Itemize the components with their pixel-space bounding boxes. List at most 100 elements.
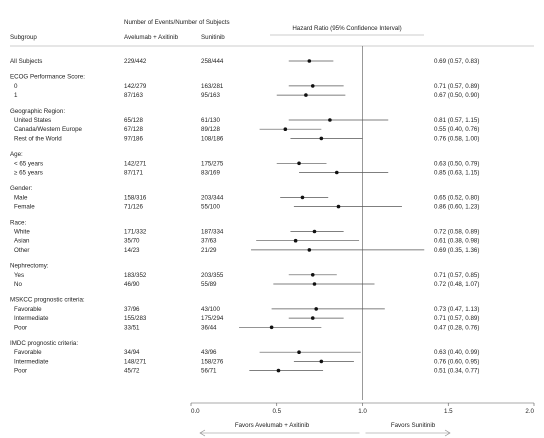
forest-row: Other 14/23 21/29 0.69 (0.35, 1.36) bbox=[14, 247, 479, 254]
x-axis: 0.0 0.5 1.0 1.5 2.0 bbox=[190, 402, 535, 437]
row-label: 0 bbox=[14, 83, 18, 90]
hr-point bbox=[336, 204, 341, 209]
forest-row: Intermediate 148/271 158/276 0.76 (0.60, 0.… bbox=[14, 358, 479, 365]
hr-point bbox=[310, 273, 315, 277]
arm1-count: 67/128 bbox=[124, 126, 143, 133]
ci-text: 0.51 (0.34, 0.77) bbox=[434, 368, 479, 375]
arm1-count: 171/332 bbox=[124, 229, 147, 236]
events-header: Number of Events/Number of Subjects bbox=[124, 19, 230, 26]
hr-point bbox=[328, 118, 332, 122]
ci-text: 0.47 (0.28, 0.76) bbox=[434, 324, 479, 331]
arm1-count: 183/352 bbox=[124, 272, 147, 279]
arm2-count: 55/100 bbox=[201, 204, 220, 211]
forest-row: All Subjects 229/442 258/444 0.69 (0.57, 0.… bbox=[10, 58, 479, 65]
row-label: ≥ 65 years bbox=[14, 170, 43, 177]
ci-text: 0.63 (0.40, 0.99) bbox=[434, 349, 479, 356]
arm1-count: 142/279 bbox=[124, 83, 147, 90]
forest-row: Poor 45/72 56/71 0.51 (0.34, 0.77) bbox=[14, 368, 479, 375]
hazard-ratio-header: Hazard Ratio (95% Confidence Interval) bbox=[292, 25, 401, 32]
arm1-count: 14/23 bbox=[124, 247, 140, 254]
x-tick-label: 1.0 bbox=[358, 408, 367, 415]
row-label: United States bbox=[14, 117, 51, 124]
group-heading: Nephrectomy: bbox=[10, 263, 49, 270]
arm1-count: 229/442 bbox=[124, 58, 147, 65]
ci-text: 0.65 (0.52, 0.80) bbox=[434, 194, 479, 201]
forest-row: White 171/332 187/334 0.72 (0.58, 0.89) bbox=[14, 229, 479, 236]
forest-row: Poor 33/51 36/44 0.47 (0.28, 0.76) bbox=[14, 324, 479, 331]
x-tick-label: 0.0 bbox=[191, 408, 200, 415]
row-label: White bbox=[14, 229, 30, 236]
row-label: Yes bbox=[14, 272, 24, 279]
row-label: Female bbox=[14, 204, 35, 211]
arm2-count: 61/130 bbox=[201, 117, 220, 124]
forest-row: Favorable 34/94 43/96 0.63 (0.40, 0.99) bbox=[14, 349, 479, 356]
hr-point bbox=[276, 368, 281, 373]
row-label: Male bbox=[14, 194, 28, 201]
hr-point bbox=[312, 282, 317, 286]
ci-text: 0.86 (0.60, 1.23) bbox=[434, 204, 479, 211]
hr-point bbox=[283, 127, 288, 131]
arm1-header: Avelumab + Axitinib bbox=[124, 34, 179, 41]
hr-point bbox=[269, 325, 274, 330]
hr-point bbox=[297, 161, 301, 166]
row-label: < 65 years bbox=[14, 160, 43, 167]
group-heading: Gender: bbox=[10, 185, 33, 192]
row-label: Rest of the World bbox=[14, 135, 62, 142]
arm1-count: 65/128 bbox=[124, 117, 143, 124]
ci-text: 0.55 (0.40, 0.76) bbox=[434, 126, 479, 133]
group-heading: IMDC prognostic criteria: bbox=[10, 340, 78, 347]
arm2-count: 36/44 bbox=[201, 324, 217, 331]
forest-rows: All Subjects 229/442 258/444 0.69 (0.57, 0.… bbox=[10, 46, 479, 400]
forest-row: No 46/90 55/89 0.72 (0.48, 1.07) bbox=[14, 281, 479, 288]
hr-point bbox=[310, 316, 315, 320]
hr-point bbox=[307, 248, 312, 252]
arm1-count: 158/316 bbox=[124, 194, 147, 201]
favors-right-label: Favors Sunitinib bbox=[391, 422, 436, 429]
row-label: No bbox=[14, 281, 22, 288]
ci-text: 0.76 (0.58, 1.00) bbox=[434, 135, 479, 142]
forest-row: Favorable 37/96 43/100 0.73 (0.47, 1.13) bbox=[14, 306, 479, 313]
hr-point bbox=[319, 136, 324, 141]
group-heading: ECOG Performance Score: bbox=[10, 74, 85, 81]
forest-row: Female 71/126 55/100 0.86 (0.60, 1.23) bbox=[14, 204, 479, 211]
ci-text: 0.71 (0.57, 0.85) bbox=[434, 272, 479, 279]
forest-row: United States 65/128 61/130 0.81 (0.57, 1.1… bbox=[14, 117, 479, 124]
arm1-count: 35/70 bbox=[124, 238, 140, 245]
forest-row: Canada/Western Europe 67/128 89/128 0.55 (0… bbox=[14, 126, 479, 133]
row-label: 1 bbox=[14, 92, 18, 99]
group-heading: Age: bbox=[10, 151, 23, 158]
hr-point bbox=[334, 170, 339, 175]
forest-row: ≥ 65 years 87/171 83/169 0.85 (0.63, 1.15) bbox=[14, 170, 479, 177]
group-heading: Geographic Region: bbox=[10, 108, 65, 115]
row-label: Poor bbox=[14, 324, 27, 331]
arm2-count: 21/29 bbox=[201, 247, 217, 254]
arm1-count: 46/90 bbox=[124, 281, 140, 288]
subgroup-header: Subgroup bbox=[10, 34, 37, 41]
arm1-count: 34/94 bbox=[124, 349, 140, 356]
row-label: Canada/Western Europe bbox=[14, 126, 83, 133]
arm1-count: 155/283 bbox=[124, 315, 147, 322]
hr-point bbox=[319, 359, 324, 364]
arm2-count: 89/128 bbox=[201, 126, 220, 133]
row-label: Favorable bbox=[14, 349, 42, 356]
forest-row: 1 87/163 95/163 0.67 (0.50, 0.90) bbox=[14, 92, 479, 99]
arm2-count: 163/281 bbox=[201, 83, 224, 90]
arm2-count: 108/186 bbox=[201, 135, 224, 142]
favors-right-arrow-head bbox=[444, 429, 451, 437]
ci-text: 0.71 (0.57, 0.89) bbox=[434, 83, 479, 90]
x-tick-label: 2.0 bbox=[525, 408, 534, 415]
hr-point bbox=[300, 195, 305, 200]
arm2-count: 37/63 bbox=[201, 238, 217, 245]
arm1-count: 87/163 bbox=[124, 92, 143, 99]
forest-row: Male 158/316 203/344 0.65 (0.52, 0.80) bbox=[14, 194, 479, 201]
arm1-count: 97/186 bbox=[124, 135, 143, 142]
arm1-count: 148/271 bbox=[124, 358, 147, 365]
forest-row: Asian 35/70 37/63 0.61 (0.38, 0.98) bbox=[14, 238, 479, 245]
row-label: Intermediate bbox=[14, 358, 49, 365]
ci-text: 0.72 (0.48, 1.07) bbox=[434, 281, 479, 288]
x-tick-label: 1.5 bbox=[444, 408, 453, 415]
arm1-count: 33/51 bbox=[124, 324, 140, 331]
arm2-count: 175/294 bbox=[201, 315, 224, 322]
forest-row: Intermediate 155/283 175/294 0.71 (0.57, 0.… bbox=[14, 315, 479, 322]
